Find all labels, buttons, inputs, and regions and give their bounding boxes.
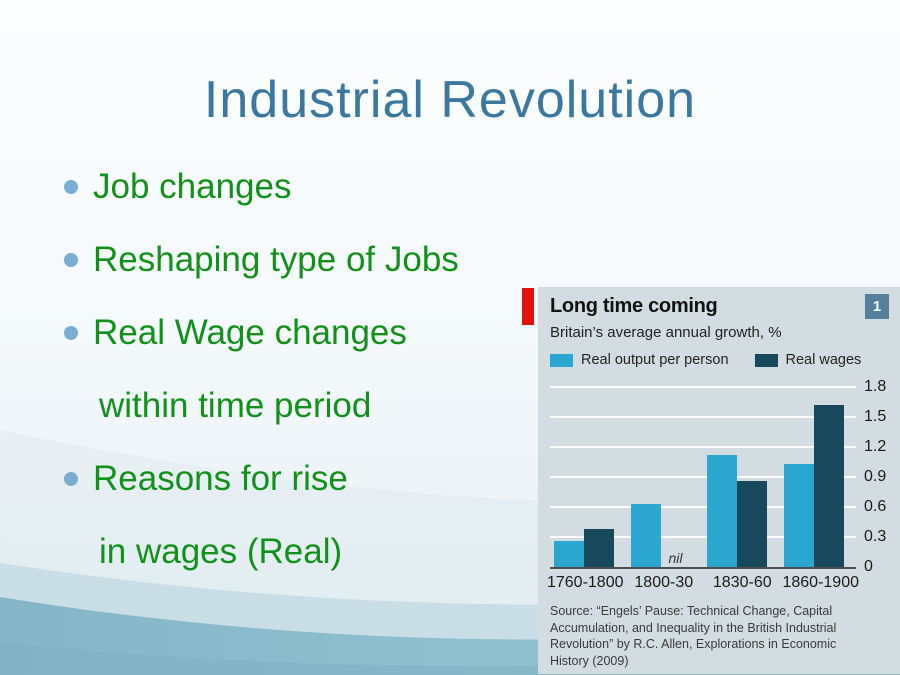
bar-real-output xyxy=(554,541,584,567)
y-tick-label: 1.2 xyxy=(864,438,887,455)
bullet-text: Reshaping type of Jobs xyxy=(93,239,459,279)
y-tick-label: 1.5 xyxy=(864,408,887,425)
y-axis: 0 0.3 0.6 0.9 1.2 1.5 1.8 xyxy=(864,378,898,575)
legend-item: Real output per person xyxy=(550,352,729,368)
bullet-dot-icon xyxy=(64,252,78,267)
x-tick-label: 1760-1800 xyxy=(546,574,624,591)
chart-panel: Long time coming 1 Britain’s average ann… xyxy=(538,287,900,674)
x-tick-label: 1830-60 xyxy=(712,574,772,591)
bullet-item: Reshaping type of Jobs xyxy=(64,223,534,296)
y-tick-label: 0.6 xyxy=(864,498,887,515)
x-axis: 1760-1800 1800-30 1830-60 1860-1900 xyxy=(546,574,860,592)
source-line: Accumulation, and Inequality in the Brit… xyxy=(550,620,837,635)
chart-red-tab xyxy=(522,288,534,325)
bar-real-wages xyxy=(737,481,767,567)
slide-title: Industrial Revolution xyxy=(203,71,697,129)
y-tick-label: 1.8 xyxy=(864,378,887,395)
legend-label: Real output per person xyxy=(581,352,729,368)
gridline xyxy=(550,446,856,448)
bar-real-output xyxy=(783,464,814,567)
bullet-dot-icon xyxy=(64,179,78,194)
bar-real-output xyxy=(707,455,737,567)
source-line: History (2009) xyxy=(550,653,629,668)
bullet-text: within time period xyxy=(99,385,372,425)
bullet-list: Job changes Reshaping type of Jobs Real … xyxy=(64,150,534,588)
chart-source: Source: “Engels’ Pause: Technical Change… xyxy=(550,603,880,669)
legend-label: Real wages xyxy=(785,352,862,368)
bullet-item: Real Wage changes xyxy=(64,296,534,369)
x-tick-label: 1800-30 xyxy=(634,574,694,591)
gridline xyxy=(550,386,856,388)
chart-title: Long time coming xyxy=(550,295,718,317)
bullet-item-continuation: within time period xyxy=(64,369,534,442)
bar-real-output xyxy=(630,504,661,567)
plot-area: nil xyxy=(550,386,856,569)
x-tick-label: 1860-1900 xyxy=(782,574,859,591)
legend-item: Real wages xyxy=(754,352,862,368)
bar-real-wages xyxy=(813,405,844,567)
y-tick-label: 0 xyxy=(864,558,873,575)
chart-legend: Real output per person Real wages xyxy=(550,352,887,368)
bar-real-wages xyxy=(584,529,614,567)
y-tick-label: 0.9 xyxy=(864,468,887,485)
source-line: Revolution” by R.C. Allen, Explorations … xyxy=(550,637,837,651)
bullet-dot-icon xyxy=(64,325,78,340)
bullet-item: Reasons for rise xyxy=(64,442,534,515)
gridline xyxy=(550,416,856,418)
gridline xyxy=(550,536,856,538)
chart-figure-number: 1 xyxy=(865,294,889,319)
bullet-text: Real Wage changes xyxy=(93,312,407,352)
bullet-text: Reasons for rise xyxy=(93,458,348,498)
bullet-item-continuation: in wages (Real) xyxy=(64,515,534,588)
gridline xyxy=(550,476,856,478)
bullet-text: in wages (Real) xyxy=(99,531,343,571)
nil-label: nil xyxy=(668,550,683,566)
legend-swatch-light-blue xyxy=(550,353,573,367)
bullet-dot-icon xyxy=(64,471,78,486)
gridline xyxy=(550,506,856,508)
y-tick-label: 0.3 xyxy=(864,528,887,545)
legend-swatch-dark-navy xyxy=(754,353,778,367)
source-line: Source: “Engels’ Pause: Technical Change… xyxy=(550,604,833,618)
chart-subtitle: Britain’s average annual growth, % xyxy=(550,324,782,341)
bullet-item: Job changes xyxy=(64,150,534,223)
bullet-text: Job changes xyxy=(93,166,292,206)
